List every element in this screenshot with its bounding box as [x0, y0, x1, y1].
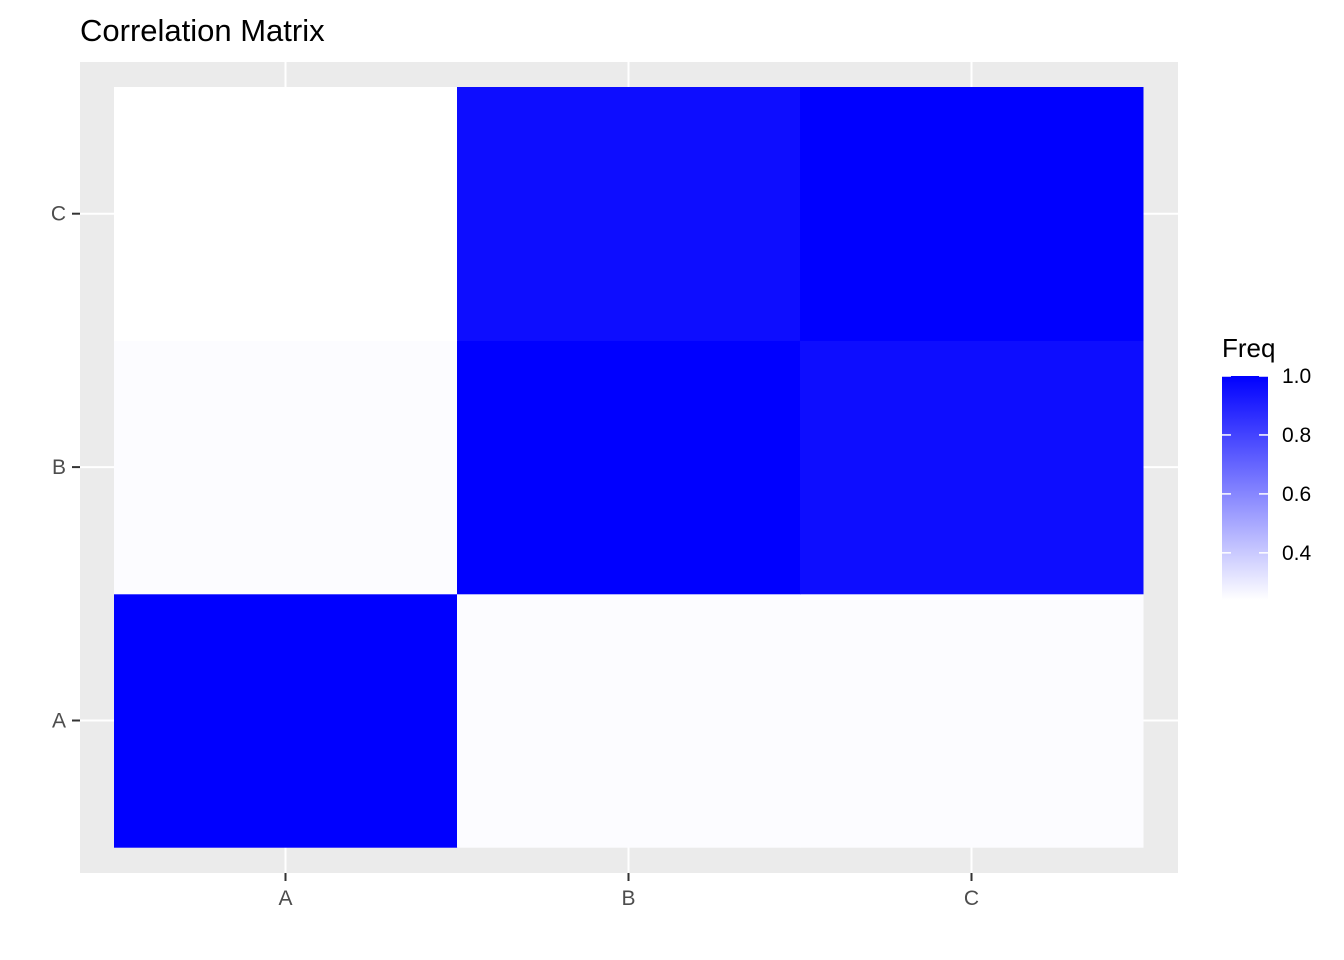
heatmap-cell-A-C — [114, 87, 458, 341]
x-tick-label-B: B — [621, 887, 635, 910]
x-tick-label-C: C — [964, 887, 979, 910]
legend: Freq 1.0 0.8 0.6 0.4 — [1222, 333, 1312, 600]
legend-tick-label: 0.8 — [1282, 424, 1311, 447]
heatmap-cell-B-A — [457, 593, 801, 848]
x-tick-label-A: A — [278, 887, 292, 910]
y-tick-label-B: B — [52, 456, 66, 479]
y-tick-label-A: A — [52, 710, 66, 733]
x-axis: A B C — [278, 873, 979, 910]
heatmap-cell-C-A — [800, 593, 1144, 848]
legend-tick-label: 0.4 — [1282, 542, 1312, 565]
heatmap-cell-C-C — [800, 87, 1144, 341]
chart-title: Correlation Matrix — [80, 13, 325, 48]
legend-title: Freq — [1222, 333, 1275, 363]
y-tick-label-C: C — [51, 203, 66, 226]
heatmap-cell-A-B — [114, 340, 458, 595]
y-axis: A B C — [51, 203, 80, 733]
legend-colorbar — [1222, 376, 1268, 600]
legend-tick-label: 1.0 — [1282, 365, 1311, 388]
legend-tick-label: 0.6 — [1282, 483, 1311, 506]
heatmap-cell-B-C — [457, 87, 801, 341]
heatmap-cell-A-A — [114, 593, 458, 848]
heatmap-cells — [114, 87, 1144, 848]
heatmap-cell-C-B — [800, 340, 1144, 595]
heatmap-cell-B-B — [457, 340, 801, 595]
